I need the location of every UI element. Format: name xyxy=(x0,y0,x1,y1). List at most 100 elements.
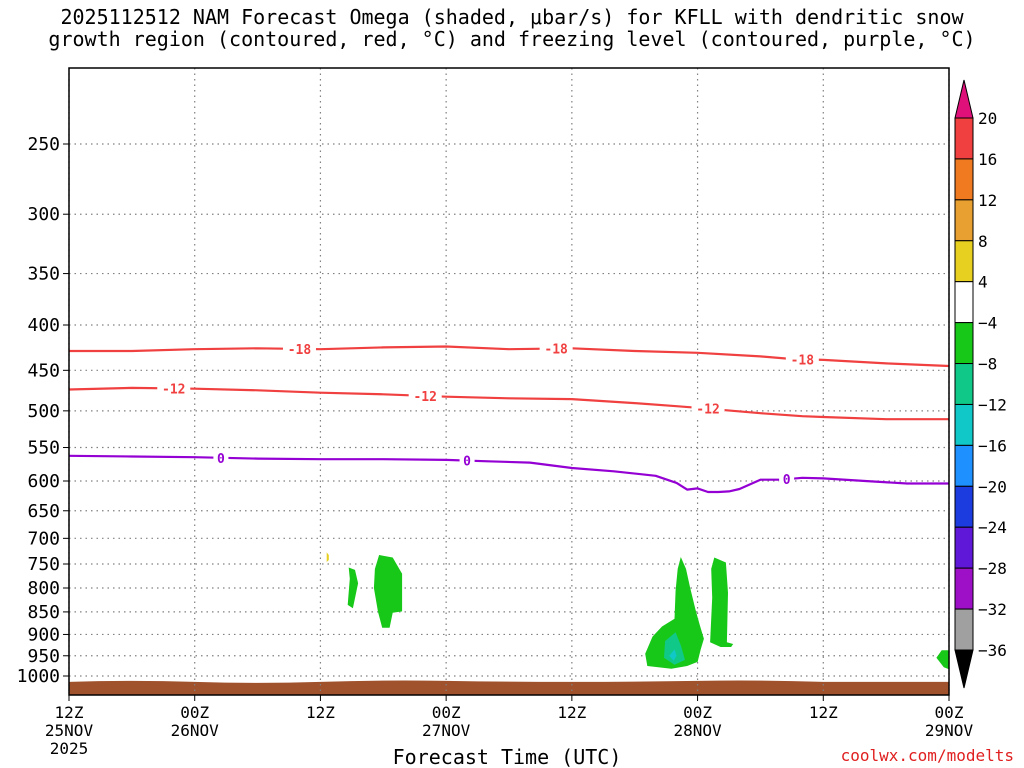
colorbar-band xyxy=(954,403,974,446)
x-tick-time: 12Z xyxy=(557,703,586,722)
omega-region xyxy=(373,555,403,628)
ground-layer xyxy=(69,680,949,695)
y-tick-label: 900 xyxy=(27,624,60,645)
omega-region xyxy=(645,557,704,669)
contour-label: -12 xyxy=(162,382,185,397)
y-tick-label: 400 xyxy=(27,315,60,336)
x-tick-date: 28NOV xyxy=(673,721,722,740)
y-tick-label: 500 xyxy=(27,401,60,422)
y-tick-label: 450 xyxy=(27,360,60,381)
contour-label: -12 xyxy=(696,403,719,418)
colorbar-label: 12 xyxy=(978,191,997,210)
contour-label-bg xyxy=(691,400,725,417)
contour-label: 0 xyxy=(463,455,471,470)
contour-label-bg xyxy=(539,340,573,357)
colorbar-band xyxy=(954,567,974,610)
y-tick-label: 600 xyxy=(27,471,60,492)
title-line-2: growth region (contoured, red, °C) and f… xyxy=(48,27,976,51)
chart-title: 2025112512 NAM Forecast Omega (shaded, μ… xyxy=(0,6,1024,50)
title-line-1: 2025112512 NAM Forecast Omega (shaded, μ… xyxy=(60,5,964,29)
colorbar: 20 16 12 8 4 −4 −8 −12 −16 −20 −24 −28 −32 −36 xyxy=(954,79,1007,689)
y-tick-label: 700 xyxy=(27,528,60,549)
x-tick-date: 25NOV xyxy=(45,721,94,740)
contour-label: 0 xyxy=(217,452,225,467)
colorbar-band xyxy=(954,281,974,324)
contour-line xyxy=(68,386,949,421)
y-tick-label: 750 xyxy=(27,554,60,575)
x-tick-time: 12Z xyxy=(809,703,838,722)
y-axis: 2503003504004505005506006507007508008509… xyxy=(17,134,69,687)
y-tick-label: 300 xyxy=(27,204,60,225)
y-tick-label: 950 xyxy=(27,646,60,667)
y-tick-label: 350 xyxy=(27,264,60,285)
colorbar-band xyxy=(954,608,974,651)
y-tick-label: 650 xyxy=(27,501,60,522)
x-tick-date: 27NOV xyxy=(422,721,471,740)
colorbar-label: 16 xyxy=(978,150,997,169)
omega-shading-layer xyxy=(326,552,949,670)
colorbar-label: −12 xyxy=(978,395,1007,414)
colorbar-bottom-arrow xyxy=(954,649,974,689)
colorbar-band xyxy=(954,199,974,242)
x-tick-date: 29NOV xyxy=(925,721,974,740)
colorbar-band xyxy=(954,240,974,283)
colorbar-band xyxy=(954,158,974,201)
colorbar-label: −4 xyxy=(978,314,997,333)
y-tick-label: 800 xyxy=(27,578,60,599)
x-tick-time: 00Z xyxy=(180,703,209,722)
colorbar-label: 4 xyxy=(978,273,988,292)
colorbar-label: −8 xyxy=(978,355,997,374)
y-tick-label: 850 xyxy=(27,602,60,623)
colorbar-band xyxy=(954,444,974,487)
x-tick-time: 00Z xyxy=(432,703,461,722)
colorbar-label: −24 xyxy=(978,518,1007,537)
contour-layer: -18 -18 -18 -12 -12 -12 0 0 0 xyxy=(68,340,950,494)
contour-label-bg xyxy=(779,471,795,488)
colorbar-label: 20 xyxy=(978,109,997,128)
contour-label-bg xyxy=(785,351,819,368)
contour-label: 0 xyxy=(783,473,791,488)
omega-region xyxy=(669,649,677,661)
colorbar-band xyxy=(954,363,974,405)
x-tick-time: 12Z xyxy=(55,703,84,722)
omega-region xyxy=(936,650,949,670)
contour-label-bg xyxy=(459,452,475,469)
x-tick-time: 12Z xyxy=(306,703,335,722)
omega-region xyxy=(710,557,734,647)
ground-surface xyxy=(69,680,949,695)
colorbar-band xyxy=(954,117,974,160)
x-axis-title: Forecast Time (UTC) xyxy=(393,745,622,768)
omega-region xyxy=(347,567,359,609)
contour-line xyxy=(68,454,949,494)
contour-label: -18 xyxy=(791,353,815,368)
x-tick-date: 26NOV xyxy=(171,721,220,740)
colorbar-top-arrow xyxy=(954,79,974,119)
contour-label-bg xyxy=(408,387,442,404)
x-tick-year: 2025 xyxy=(50,739,89,758)
contour-label: -12 xyxy=(413,390,436,405)
watermark: coolwx.com/modelts xyxy=(841,746,1014,765)
x-tick-time: 00Z xyxy=(935,703,964,722)
contour-label: -18 xyxy=(288,343,312,358)
omega-region xyxy=(664,632,685,665)
y-tick-label: 550 xyxy=(27,438,60,459)
contour-label: -18 xyxy=(544,343,568,358)
colorbar-label: −32 xyxy=(978,600,1007,619)
plot-frame xyxy=(68,67,950,696)
omega-region xyxy=(326,552,329,562)
contour-label-bg xyxy=(282,340,316,357)
colorbar-label: −16 xyxy=(978,436,1007,455)
colorbar-label: −36 xyxy=(978,641,1007,660)
colorbar-label: 8 xyxy=(978,232,988,251)
contour-label-bg xyxy=(157,380,191,397)
x-tick-time: 00Z xyxy=(683,703,712,722)
grid-layer xyxy=(68,68,950,695)
colorbar-label: −20 xyxy=(978,477,1007,496)
y-tick-label: 1000 xyxy=(17,666,60,687)
colorbar-label: −28 xyxy=(978,559,1007,578)
colorbar-band xyxy=(954,485,974,528)
contour-label-bg xyxy=(213,449,229,466)
colorbar-band xyxy=(954,322,974,365)
y-tick-label: 250 xyxy=(27,134,60,155)
